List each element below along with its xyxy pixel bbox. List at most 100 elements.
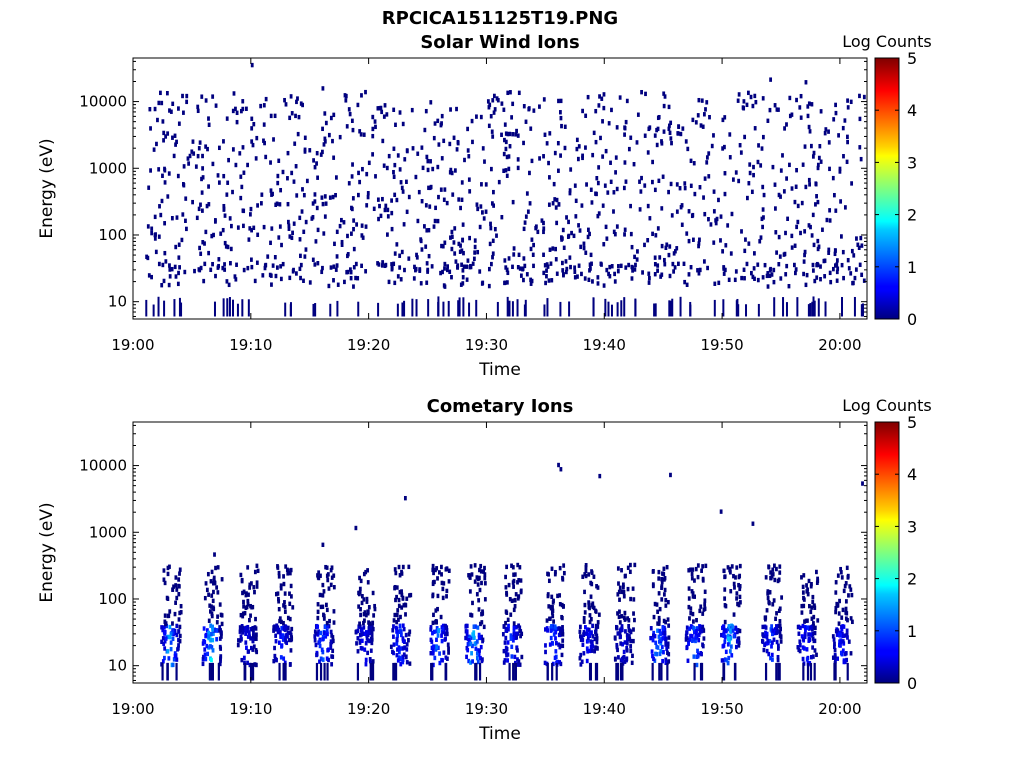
data-streak [592, 297, 595, 317]
data-point [433, 121, 437, 126]
data-streak [437, 301, 440, 317]
data-point [668, 123, 671, 128]
data-cell [277, 596, 280, 602]
data-point [193, 268, 196, 274]
data-point [201, 175, 205, 180]
data-cell [206, 571, 210, 577]
data-cell [325, 628, 329, 633]
data-point [350, 206, 354, 212]
data-cell [272, 658, 276, 664]
data-cell [218, 661, 222, 667]
data-point [707, 151, 711, 156]
data-point [647, 271, 651, 276]
data-point [857, 245, 861, 250]
data-point [548, 175, 551, 180]
data-cell [245, 591, 248, 596]
data-point [548, 247, 552, 252]
data-point [401, 189, 405, 194]
data-cell [207, 618, 211, 623]
data-point [176, 281, 180, 287]
data-point [779, 168, 783, 173]
data-point [420, 247, 424, 252]
data-point [733, 277, 737, 283]
data-point [349, 267, 352, 272]
y-tick-label: 10000 [79, 457, 127, 475]
data-cell [479, 635, 483, 641]
data-cell [363, 631, 366, 637]
data-point [675, 246, 679, 251]
data-cell [550, 610, 554, 615]
data-point [529, 246, 533, 252]
data-cell [732, 581, 736, 587]
data-cell [399, 656, 403, 661]
data-cell [811, 599, 815, 605]
data-cell [660, 644, 664, 650]
data-cell [629, 648, 633, 654]
data-cell [476, 625, 480, 630]
data-point [195, 215, 199, 221]
data-cell [253, 636, 257, 641]
data-point [315, 205, 319, 211]
data-point [414, 174, 418, 180]
data-point [737, 178, 741, 184]
data-point [629, 231, 633, 237]
data-streak [833, 662, 836, 681]
data-point [803, 252, 806, 258]
data-cell [656, 609, 660, 614]
data-cell [558, 660, 562, 665]
data-point [457, 241, 461, 247]
data-cell [179, 610, 183, 615]
data-point [819, 264, 822, 269]
data-cell [286, 615, 290, 621]
data-cell [657, 634, 661, 639]
data-point [742, 99, 746, 104]
data-point [646, 150, 650, 155]
data-cell [550, 566, 554, 571]
data-point [546, 264, 550, 269]
data-cell [812, 638, 816, 644]
data-point [221, 265, 225, 271]
data-cell [809, 655, 813, 660]
data-point [681, 126, 685, 131]
data-cell [329, 629, 333, 635]
data-point [643, 183, 647, 188]
data-point [213, 552, 216, 557]
data-cell [723, 619, 727, 625]
data-cell [163, 639, 167, 644]
data-cell [761, 639, 765, 645]
data-cell [322, 616, 326, 621]
data-point [432, 135, 436, 141]
data-cell [722, 568, 726, 574]
data-cell [800, 603, 804, 609]
data-cell [590, 581, 594, 587]
data-cell [209, 623, 213, 628]
data-cell [238, 625, 242, 630]
data-cell [466, 647, 470, 653]
data-cell [219, 646, 223, 651]
data-point [274, 202, 278, 207]
data-cell [511, 565, 515, 570]
data-cell [203, 647, 207, 652]
y-axis-label: Energy (eV) [37, 502, 57, 602]
data-cell [801, 636, 805, 642]
data-cell [469, 564, 473, 569]
data-cell [594, 623, 598, 629]
data-point [419, 237, 423, 242]
data-streak [468, 302, 471, 317]
data-cell [738, 594, 742, 600]
data-point [574, 198, 578, 204]
data-cell [513, 598, 517, 603]
data-point [350, 174, 354, 179]
data-streak [775, 662, 778, 681]
data-cell [440, 638, 444, 644]
data-cell [834, 590, 838, 595]
data-cell [842, 624, 846, 629]
data-cell [169, 631, 173, 637]
data-point [176, 173, 180, 179]
data-point [163, 221, 167, 226]
data-point [331, 138, 334, 144]
data-point [750, 189, 754, 195]
data-cell [651, 653, 654, 659]
data-cell [370, 623, 374, 628]
data-cell [394, 597, 397, 603]
